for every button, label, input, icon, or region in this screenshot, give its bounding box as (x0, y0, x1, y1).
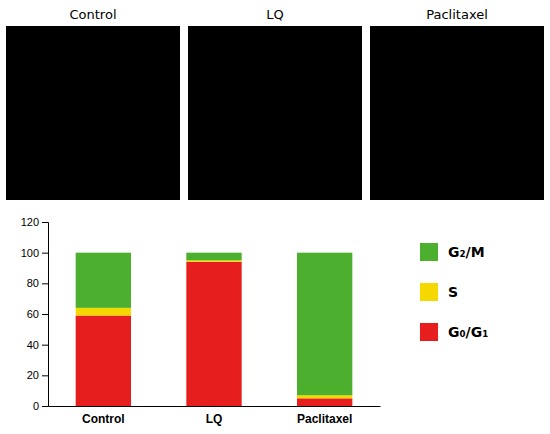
y-tick-mark (42, 283, 48, 284)
y-tick-mark (42, 406, 48, 407)
bar-segment (297, 253, 352, 396)
bar-segment (186, 260, 241, 262)
figure: Control LQ Paclitaxel 0 20 40 60 80 100 120 Contro… (0, 0, 550, 434)
x-tick: LQ (206, 406, 223, 426)
image-panel (188, 26, 362, 200)
y-tick-label: 60 (27, 308, 39, 320)
y-tick-mark (42, 314, 48, 315)
y-tick-label: 80 (27, 277, 39, 289)
panel-title: LQ (266, 7, 283, 22)
legend-label: G₂/M (448, 244, 485, 260)
image-panel (6, 26, 180, 200)
y-tick-mark (42, 375, 48, 376)
panel-title: Paclitaxel (426, 7, 488, 22)
chart-container: Control LQ Paclitaxel 0 20 40 60 80 100 120 Contro… (0, 0, 550, 434)
bar-segment (186, 262, 241, 406)
bar-segment (297, 398, 352, 406)
bar-segment (76, 308, 131, 316)
y-axis: 0 20 40 60 80 100 120 (21, 216, 49, 412)
legend-label: G₀/G₁ (448, 324, 488, 340)
y-tick: 40 (27, 339, 48, 351)
legend-swatch (420, 323, 438, 341)
y-axis-line (42, 223, 49, 407)
image-panel (370, 26, 544, 200)
bar-segment (297, 395, 352, 398)
bar-segment (186, 253, 241, 261)
y-tick-label: 0 (33, 400, 39, 412)
y-tick: 120 (21, 216, 48, 228)
bar-segment (76, 316, 131, 406)
x-tick-label: LQ (206, 412, 223, 426)
legend-item: S (420, 283, 458, 301)
y-tick: 20 (27, 369, 48, 381)
y-tick: 100 (21, 247, 48, 259)
y-tick-mark (42, 222, 48, 223)
plot: 0 20 40 60 80 100 120 Control LQ Paclitaxel (21, 216, 381, 426)
bar-segment (76, 253, 131, 308)
y-tick: 80 (27, 277, 48, 289)
y-tick: 0 (33, 400, 48, 412)
x-tick: Control (82, 406, 125, 426)
x-axis-line (49, 406, 381, 407)
legend-swatch (420, 243, 438, 261)
y-tick-label: 120 (21, 216, 39, 228)
y-tick-mark (42, 253, 48, 254)
panel-title: Control (70, 7, 117, 22)
legend-label: S (448, 284, 458, 300)
bars (76, 253, 353, 406)
legend-item: G₂/M (420, 243, 485, 261)
y-tick-label: 100 (21, 247, 39, 259)
x-axis: Control LQ Paclitaxel (49, 406, 381, 426)
legend-item: G₀/G₁ (420, 323, 488, 341)
legend: G₂/M S G₀/G₁ (420, 243, 488, 341)
x-tick-label: Paclitaxel (297, 412, 352, 426)
y-tick-label: 20 (27, 369, 39, 381)
y-tick-mark (42, 345, 48, 346)
x-tick: Paclitaxel (297, 406, 352, 426)
y-tick-label: 40 (27, 339, 39, 351)
legend-swatch (420, 283, 438, 301)
x-tick-label: Control (82, 412, 125, 426)
y-tick: 60 (27, 308, 48, 320)
